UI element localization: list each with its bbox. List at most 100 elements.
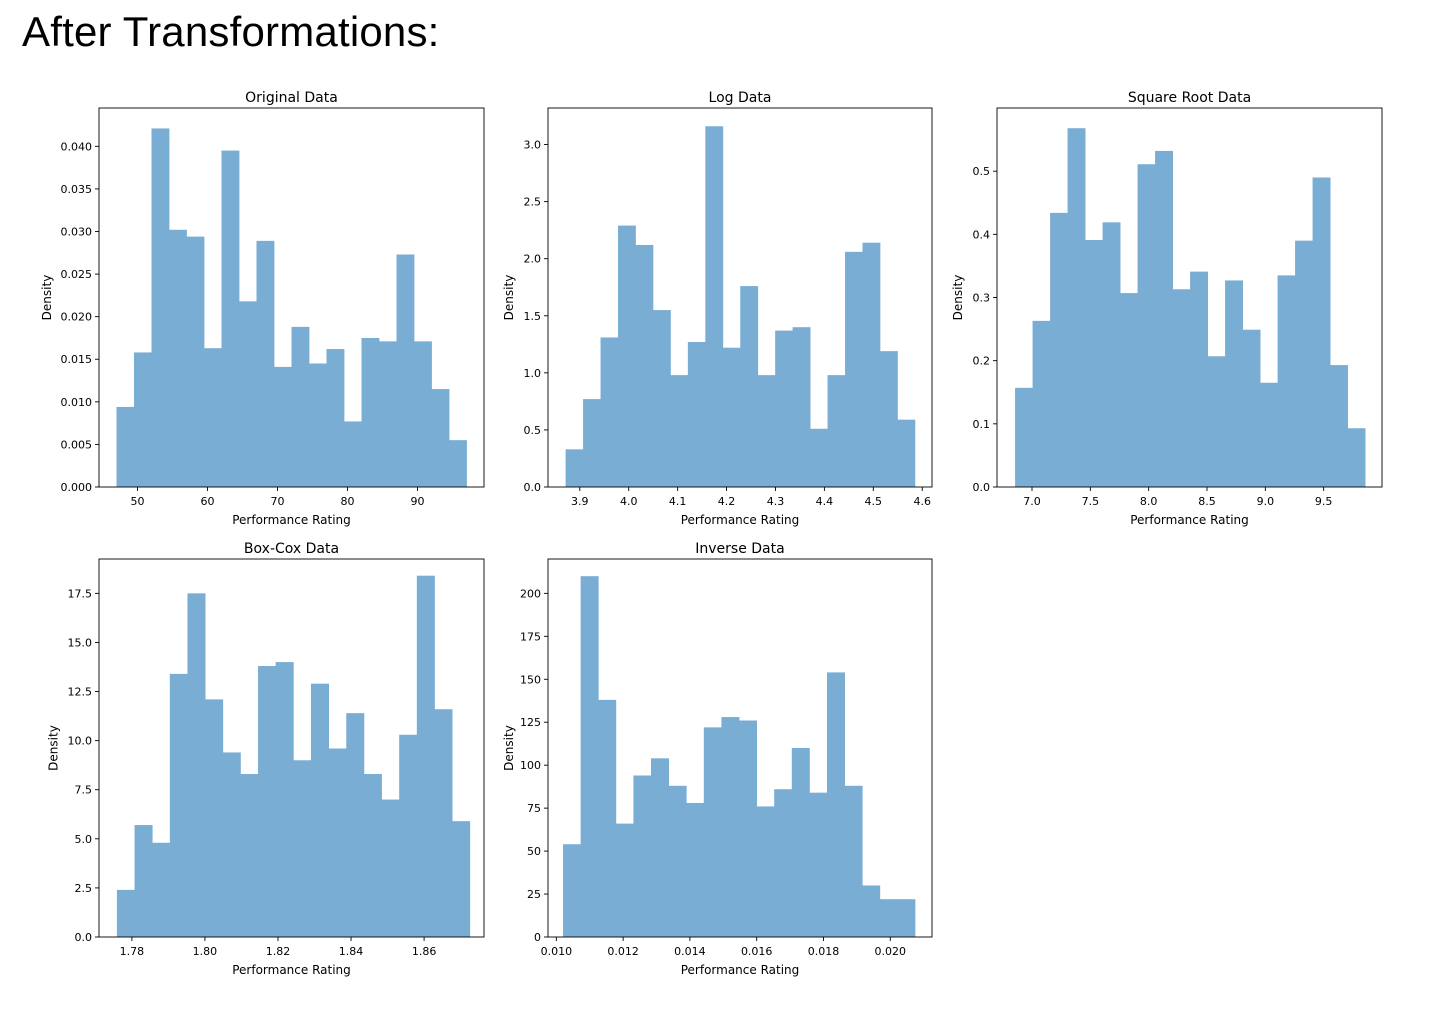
histogram-bar bbox=[222, 752, 241, 937]
histogram-bar bbox=[452, 821, 471, 937]
x-tick-label: 7.5 bbox=[1082, 495, 1100, 508]
y-tick-label: 0.1 bbox=[973, 418, 991, 431]
y-axis-label: Density bbox=[40, 275, 54, 321]
x-tick-label: 70 bbox=[271, 495, 285, 508]
histogram-bar bbox=[1050, 212, 1068, 488]
x-tick-label: 4.0 bbox=[620, 495, 638, 508]
y-tick-label: 25 bbox=[527, 888, 541, 901]
histogram-bar bbox=[363, 774, 382, 937]
y-tick-label: 0.0 bbox=[75, 931, 93, 944]
histogram-bar bbox=[328, 748, 347, 937]
histogram-bar bbox=[565, 449, 584, 487]
histogram-bar bbox=[635, 244, 654, 487]
histogram-bar bbox=[879, 351, 898, 487]
histogram-bar bbox=[580, 576, 599, 937]
x-tick-label: 1.82 bbox=[266, 945, 291, 958]
y-tick-label: 0.000 bbox=[61, 481, 93, 494]
histogram-bar bbox=[310, 683, 330, 937]
y-tick-label: 0.5 bbox=[973, 165, 991, 178]
chart-title: Log Data bbox=[709, 90, 772, 106]
histogram-bar bbox=[1260, 382, 1278, 487]
x-tick-label: 0.010 bbox=[541, 945, 573, 958]
histogram-bar bbox=[134, 352, 152, 487]
y-axis-label: Density bbox=[502, 275, 516, 321]
histogram-bar bbox=[774, 789, 793, 937]
histogram-bar bbox=[116, 889, 135, 937]
histogram-bar bbox=[151, 128, 170, 487]
x-tick-label: 60 bbox=[201, 495, 215, 508]
y-tick-label: 75 bbox=[527, 802, 541, 815]
histogram-bar bbox=[792, 327, 811, 487]
y-tick-label: 125 bbox=[520, 716, 541, 729]
x-tick-label: 9.5 bbox=[1315, 495, 1333, 508]
axes-frame bbox=[547, 107, 933, 488]
histogram-bar bbox=[187, 593, 206, 937]
histogram-bar bbox=[615, 823, 634, 937]
histogram-bar bbox=[739, 720, 757, 937]
histogram-bar bbox=[169, 673, 188, 937]
histogram-bar bbox=[844, 785, 863, 937]
histogram-bar bbox=[897, 899, 916, 937]
histogram-bar bbox=[326, 349, 345, 487]
x-axis-label: Performance Rating bbox=[681, 513, 800, 527]
histogram-bar bbox=[703, 727, 722, 937]
histogram-bar bbox=[563, 844, 582, 937]
histogram-bar bbox=[1137, 164, 1156, 487]
y-tick-label: 0.2 bbox=[973, 355, 991, 368]
y-tick-label: 1.5 bbox=[524, 310, 542, 323]
histogram-bar bbox=[293, 760, 312, 937]
histogram-bar bbox=[1172, 289, 1191, 487]
histogram-bar bbox=[134, 825, 153, 937]
chart-title: Original Data bbox=[245, 90, 338, 106]
histogram-bar bbox=[414, 341, 432, 487]
x-axis-label: Performance Rating bbox=[232, 513, 351, 527]
y-tick-label: 10.0 bbox=[68, 735, 93, 748]
histogram-bar bbox=[756, 806, 775, 937]
y-tick-label: 150 bbox=[520, 673, 541, 686]
y-tick-label: 0.035 bbox=[61, 183, 93, 196]
histogram-bar bbox=[1067, 128, 1086, 487]
histogram-bar bbox=[686, 802, 705, 937]
histogram-bar bbox=[344, 421, 362, 487]
y-tick-label: 1.0 bbox=[524, 367, 542, 380]
histogram-bar bbox=[600, 337, 619, 487]
histogram-bar bbox=[396, 254, 415, 487]
chart-panel-1: 50 60 70 80 90 0.000 0.005 0.010 0.015 0.020 0.025… bbox=[40, 90, 485, 527]
histogram-bar bbox=[687, 342, 706, 487]
histogram-bar bbox=[879, 899, 898, 937]
y-tick-label: 0.0 bbox=[524, 481, 542, 494]
y-tick-label: 5.0 bbox=[75, 833, 93, 846]
y-axis-label: Density bbox=[46, 725, 60, 771]
histogram-bar bbox=[1155, 150, 1173, 487]
histogram-bar bbox=[1242, 329, 1261, 487]
y-tick-label: 0.005 bbox=[61, 438, 93, 451]
x-tick-label: 1.84 bbox=[339, 945, 364, 958]
chart-title: Box-Cox Data bbox=[244, 541, 339, 557]
y-tick-label: 175 bbox=[520, 630, 541, 643]
x-tick-label: 4.1 bbox=[669, 495, 687, 508]
axes-frame bbox=[98, 558, 485, 938]
x-tick-label: 3.9 bbox=[571, 495, 589, 508]
histogram-bar bbox=[809, 792, 828, 937]
x-tick-label: 4.4 bbox=[816, 495, 834, 508]
histogram-bar bbox=[598, 699, 617, 937]
y-tick-label: 3.0 bbox=[524, 139, 542, 152]
y-tick-label: 0.030 bbox=[61, 225, 93, 238]
y-tick-label: 0.5 bbox=[524, 424, 542, 437]
x-tick-label: 4.6 bbox=[913, 495, 931, 508]
y-tick-label: 0.015 bbox=[61, 353, 93, 366]
histogram-bar bbox=[379, 341, 397, 487]
x-tick-label: 4.5 bbox=[865, 495, 883, 508]
y-tick-label: 0.020 bbox=[61, 311, 93, 324]
histogram-bar bbox=[1015, 387, 1033, 487]
histogram-bar bbox=[1347, 428, 1366, 487]
histogram-bar bbox=[757, 375, 776, 487]
x-tick-label: 9.0 bbox=[1257, 495, 1275, 508]
y-tick-label: 200 bbox=[520, 587, 541, 600]
histogram-bar bbox=[1102, 222, 1121, 487]
histogram-bar bbox=[169, 229, 187, 488]
y-axis-label: Density bbox=[502, 725, 516, 771]
y-tick-label: 17.5 bbox=[68, 587, 93, 600]
axes-frame bbox=[547, 558, 933, 938]
x-tick-label: 8.0 bbox=[1140, 495, 1158, 508]
